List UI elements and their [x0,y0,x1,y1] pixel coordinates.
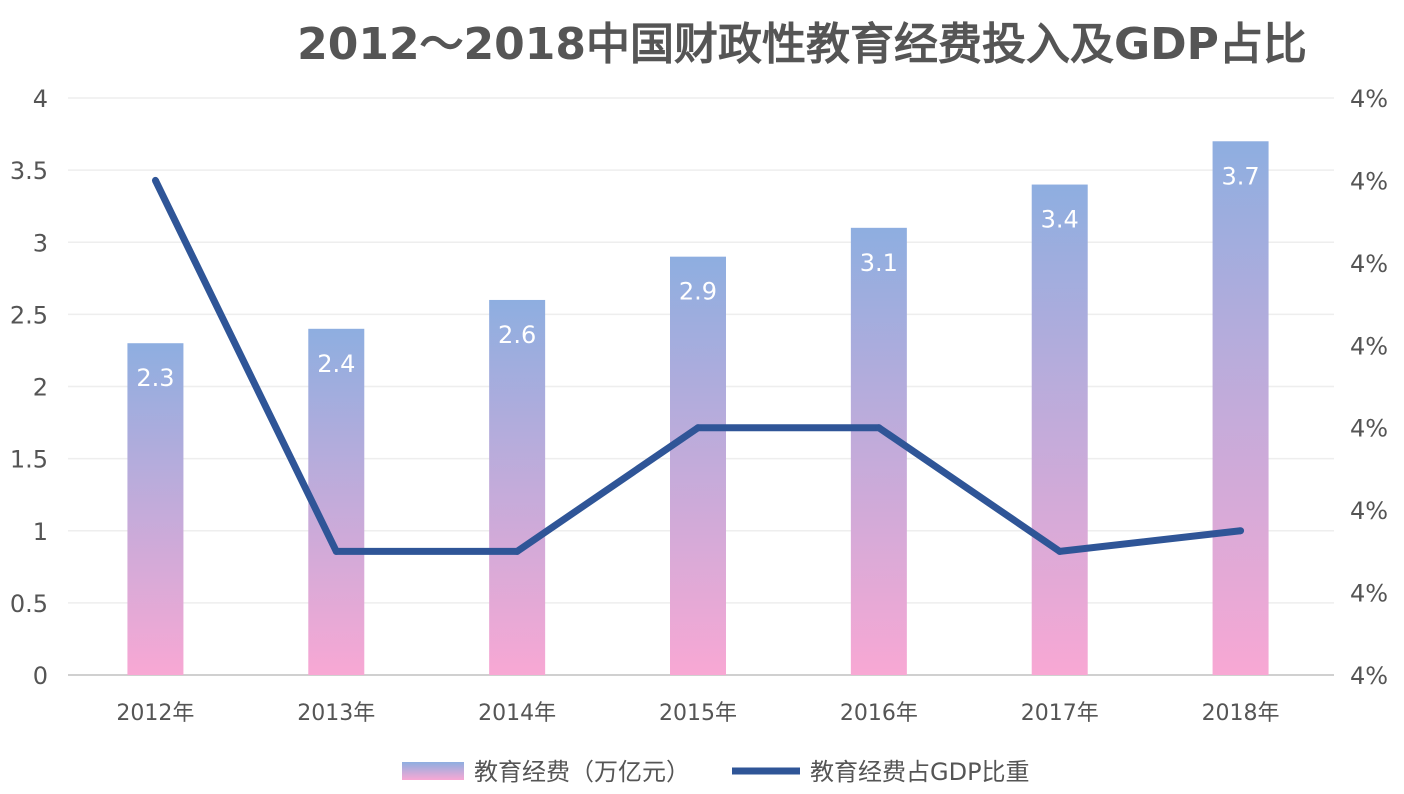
x-tick-label: 2014年 [478,701,556,726]
y-right-tick-label: 4% [1350,167,1388,195]
y-right-tick-label: 4% [1350,332,1388,360]
bar-data-label: 3.1 [860,249,898,277]
y-left-tick-label: 4 [33,85,48,113]
line-series [151,176,1245,555]
line-point [513,547,521,555]
y-left-tick-label: 0.5 [10,590,48,618]
bar-data-label: 3.4 [1041,206,1079,234]
bar-data-label: 2.4 [317,350,355,378]
y-left-tick-label: 3 [33,229,48,257]
line-point [1056,547,1064,555]
y-right-tick-label: 4% [1350,250,1388,278]
x-tick-label: 2012年 [116,701,194,726]
y-right-tick-label: 4% [1350,415,1388,443]
bar-series [127,141,1269,676]
y-right-tick-label: 4% [1350,662,1388,690]
bar [127,343,184,675]
bar-data-label: 2.6 [498,321,536,349]
y-left-tick-label: 2.5 [10,301,48,329]
y-right-tick-label: 4% [1350,580,1388,608]
x-axis: 2012年 2013年 2014年 2015年 2016年 2017年 2018年 [116,701,1279,726]
legend: 教育经费（万亿元） 教育经费占GDP比重 [402,758,1030,786]
line-point [694,424,702,432]
y-right-tick-label: 4% [1350,497,1388,525]
legend-label-line: 教育经费占GDP比重 [810,758,1030,786]
y-axis-left: 0 0.5 1 1.5 2 2.5 3 3.5 4 [10,85,48,690]
line-point [151,176,159,184]
y-right-tick-label: 4% [1350,85,1388,113]
bar [308,328,365,675]
x-tick-label: 2015年 [659,701,737,726]
y-left-tick-label: 3.5 [10,157,48,185]
x-tick-label: 2018年 [1202,701,1280,726]
bar-data-label: 3.7 [1221,162,1259,190]
x-tick-label: 2013年 [297,701,375,726]
bar-data-label: 2.3 [136,364,174,392]
chart-title: 2012～2018中国财政性教育经费投入及GDP占比 [297,19,1307,70]
line-point [332,547,340,555]
y-left-tick-label: 0 [33,662,48,690]
bar [670,256,726,675]
line-point [875,424,883,432]
bar [1031,184,1088,676]
y-left-tick-label: 1 [33,518,48,546]
y-axis-right: 4% 4% 4% 4% 4% 4% 4% 4% [1350,85,1388,690]
y-left-tick-label: 2 [33,374,48,402]
bar [489,299,546,675]
bar [850,227,907,675]
y-left-tick-label: 1.5 [10,446,48,474]
bar-data-labels: 2.3 2.4 2.6 2.9 3.1 3.4 3.7 [136,162,1259,392]
legend-swatch-bar [402,762,464,780]
x-tick-label: 2016年 [840,701,918,726]
x-tick-label: 2017年 [1021,701,1099,726]
bar [1212,141,1269,675]
bar-data-label: 2.9 [679,278,717,306]
line-point [1237,527,1245,535]
legend-label-bar: 教育经费（万亿元） [474,758,690,786]
